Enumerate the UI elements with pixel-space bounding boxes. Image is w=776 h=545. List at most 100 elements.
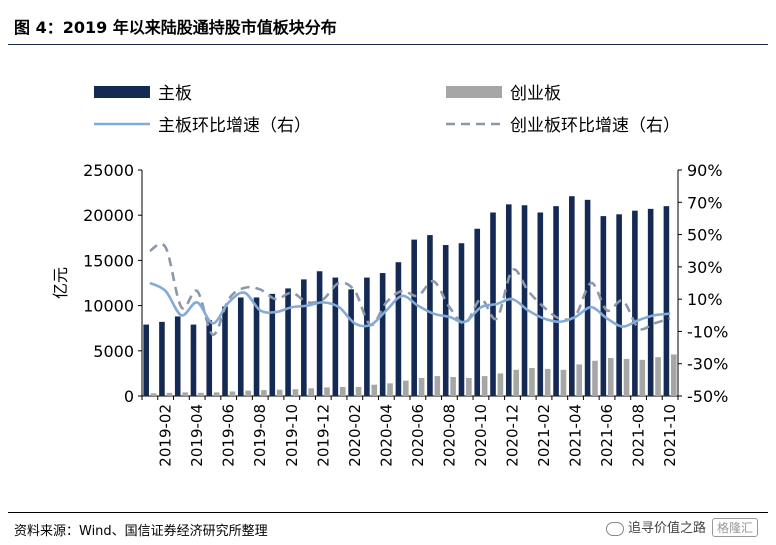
bar-main-board bbox=[521, 205, 528, 396]
chart: 0 5000 10000 15000 20000 25000 -50% -30% -10% 10%… bbox=[51, 84, 728, 467]
legend-swatch bbox=[94, 86, 150, 98]
right-tick-label: 30% bbox=[687, 258, 723, 277]
bar-main-board bbox=[537, 212, 544, 396]
bar-main-board bbox=[269, 293, 276, 396]
bar-main-board bbox=[616, 214, 622, 396]
bar-main-board bbox=[348, 289, 354, 396]
x-tick-label: 2019-08 bbox=[251, 404, 269, 467]
bar-main-board bbox=[143, 324, 149, 396]
x-tick-label: 2019-04 bbox=[188, 404, 206, 467]
bar-chinext bbox=[198, 392, 204, 396]
wechat-icon bbox=[605, 521, 624, 536]
bar-chinext bbox=[403, 380, 409, 396]
bar-main-board bbox=[663, 206, 670, 396]
bar-chinext bbox=[497, 373, 504, 396]
bar-main-board bbox=[237, 297, 244, 396]
bar-chinext bbox=[481, 376, 488, 396]
x-tick-label: 2019-10 bbox=[283, 404, 301, 467]
bar-chinext bbox=[560, 369, 567, 396]
bar-chinext bbox=[261, 390, 267, 396]
legend-label: 主板环比增速（右） bbox=[158, 116, 311, 136]
bar-main-board bbox=[474, 228, 481, 396]
bar-chinext bbox=[450, 377, 456, 396]
right-tick-label: 10% bbox=[687, 290, 723, 309]
x-tick-label: 2020-10 bbox=[472, 404, 490, 467]
right-tick-label: 90% bbox=[687, 161, 723, 180]
bar-main-board bbox=[316, 271, 323, 396]
left-tick-label: 0 bbox=[124, 387, 134, 406]
bar-chinext bbox=[418, 377, 425, 396]
title-rule bbox=[8, 44, 768, 45]
legend-label: 创业板 bbox=[510, 84, 561, 104]
x-tick-label: 2020-02 bbox=[346, 404, 364, 467]
bar-chinext bbox=[245, 390, 251, 396]
bar-chinext bbox=[466, 377, 472, 396]
bar-main-board bbox=[285, 288, 291, 396]
bar-chinext bbox=[387, 383, 393, 396]
bar-main-board bbox=[395, 262, 402, 396]
bar-chinext bbox=[639, 359, 646, 396]
bar-chinext bbox=[150, 393, 157, 396]
x-tick-label: 2019-06 bbox=[220, 404, 238, 467]
left-tick-label: 5000 bbox=[93, 342, 134, 361]
bar-chinext bbox=[592, 360, 598, 396]
y-axis-label: 亿元 bbox=[51, 267, 70, 299]
bar-main-board bbox=[427, 235, 433, 396]
x-tick-label: 2020-08 bbox=[440, 404, 458, 467]
bar-main-board bbox=[600, 216, 607, 396]
right-tick-label: -50% bbox=[687, 387, 728, 406]
line-main-board-growth bbox=[149, 281, 671, 328]
bar-main-board bbox=[647, 208, 654, 396]
right-tick-label: 50% bbox=[687, 226, 723, 245]
figure-title: 图 4：2019 年以来陆股通持股市值板块分布 bbox=[14, 18, 337, 37]
bar-chinext bbox=[355, 386, 362, 396]
legend-swatch bbox=[446, 86, 502, 98]
x-tick-label: 2021-10 bbox=[661, 404, 679, 467]
bar-chinext bbox=[371, 384, 378, 396]
bar-main-board bbox=[379, 273, 386, 396]
bar-main-board bbox=[458, 243, 465, 396]
right-tick-label: -10% bbox=[687, 322, 728, 341]
bar-chinext bbox=[671, 354, 677, 396]
bar-chinext bbox=[655, 357, 661, 396]
bar-chinext bbox=[339, 386, 346, 396]
bar-chinext bbox=[308, 388, 315, 396]
bar-chinext bbox=[213, 392, 220, 396]
bar-main-board bbox=[190, 324, 197, 396]
bar-main-board bbox=[206, 320, 213, 396]
x-tick-label: 2019-12 bbox=[314, 404, 332, 467]
right-tick-label: -30% bbox=[687, 355, 728, 374]
x-tick-label: 2021-06 bbox=[598, 404, 616, 467]
legend-label: 创业板环比增速（右） bbox=[510, 116, 680, 136]
bar-main-board bbox=[569, 196, 575, 396]
x-tick-label: 2021-02 bbox=[535, 404, 553, 467]
bar-main-board bbox=[301, 279, 307, 396]
bar-main-board bbox=[442, 245, 449, 396]
bar-chinext bbox=[229, 391, 236, 396]
bar-main-board bbox=[632, 210, 638, 396]
bar-chinext bbox=[607, 358, 614, 396]
left-tick-label: 10000 bbox=[83, 297, 134, 316]
source-note: 资料来源：Wind、国信证券经济研究所整理 bbox=[14, 524, 268, 539]
bar-chinext bbox=[324, 387, 330, 396]
bar-chinext bbox=[623, 358, 630, 396]
watermark: 追寻价值之路 格隆汇 bbox=[605, 517, 758, 537]
left-tick-label: 15000 bbox=[83, 251, 134, 270]
source-rule bbox=[8, 512, 768, 513]
watermark-logo: 格隆汇 bbox=[711, 518, 758, 537]
watermark-text: 追寻价值之路 bbox=[627, 521, 706, 536]
x-tick-label: 2019-02 bbox=[157, 404, 175, 467]
bar-chinext bbox=[576, 364, 583, 396]
bar-chinext bbox=[292, 389, 299, 396]
x-tick-label: 2020-06 bbox=[409, 404, 427, 467]
bar-chinext bbox=[529, 367, 535, 396]
bar-main-board bbox=[584, 199, 591, 396]
left-tick-label: 20000 bbox=[83, 206, 134, 225]
bar-main-board bbox=[332, 277, 339, 396]
right-tick-label: 70% bbox=[687, 193, 723, 212]
bar-main-board bbox=[159, 321, 165, 396]
bar-chinext bbox=[544, 368, 551, 396]
x-tick-label: 2020-12 bbox=[503, 404, 521, 467]
bar-chinext bbox=[166, 392, 173, 396]
bar-chinext bbox=[276, 389, 283, 396]
